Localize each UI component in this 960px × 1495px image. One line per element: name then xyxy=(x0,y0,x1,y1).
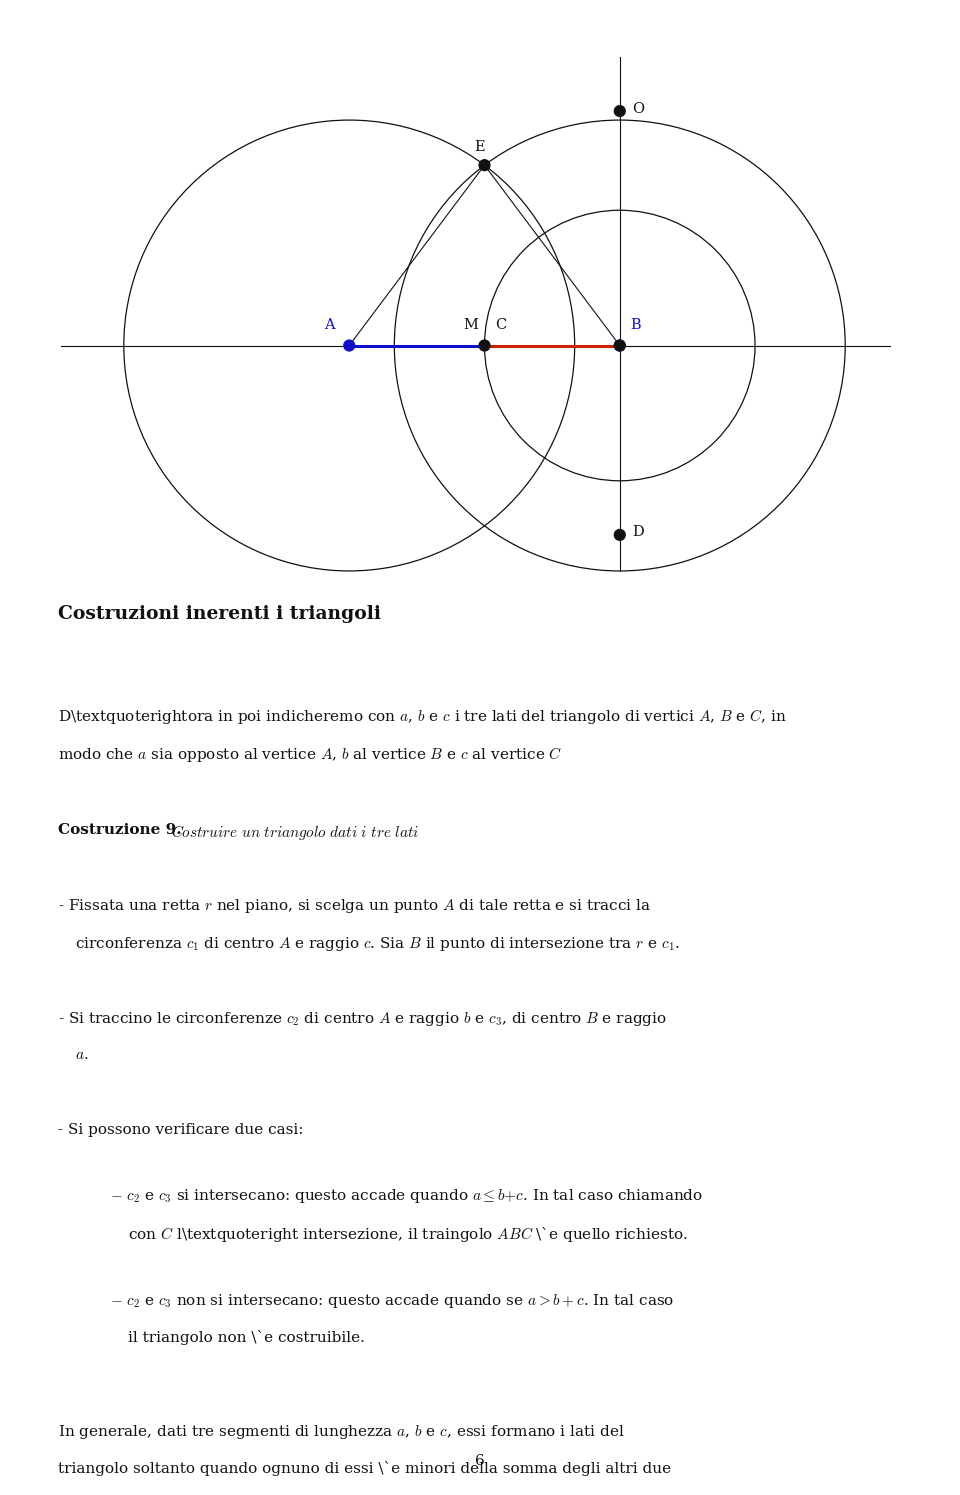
Text: con $C$ l\textquoteright intersezione, il traingolo $ABC$ \`e quello richiesto.: con $C$ l\textquoteright intersezione, i… xyxy=(128,1224,687,1244)
Text: $a$.: $a$. xyxy=(75,1048,88,1061)
Circle shape xyxy=(479,339,490,351)
Text: B: B xyxy=(631,318,641,332)
Text: $-$ $c_2$ e $c_3$ non si intersecano: questo accade quando se $a > b + c$. In ta: $-$ $c_2$ e $c_3$ non si intersecano: qu… xyxy=(110,1292,675,1310)
Text: il triangolo non \`e costruibile.: il triangolo non \`e costruibile. xyxy=(128,1331,365,1346)
Text: O: O xyxy=(632,102,644,115)
Circle shape xyxy=(344,339,354,351)
Text: modo che $a$ sia opposto al vertice $A$, $b$ al vertice $B$ e $c$ al vertice $C$: modo che $a$ sia opposto al vertice $A$,… xyxy=(58,745,562,764)
Circle shape xyxy=(614,339,625,351)
Text: C: C xyxy=(495,318,506,332)
Text: In generale, dati tre segmenti di lunghezza $a$, $b$ e $c$, essi formano i lati : In generale, dati tre segmenti di lunghe… xyxy=(58,1423,624,1441)
Text: Costruzioni inerenti i triangoli: Costruzioni inerenti i triangoli xyxy=(58,605,380,623)
Circle shape xyxy=(614,339,625,351)
Text: D\textquoterightora in poi indicheremo con $a$, $b$ e $c$ i tre lati del triango: D\textquoterightora in poi indicheremo c… xyxy=(58,707,786,727)
Text: 6: 6 xyxy=(475,1455,485,1468)
Text: - Si traccino le circonferenze $c_2$ di centro $A$ e raggio $b$ e $c_3$, di cent: - Si traccino le circonferenze $c_2$ di … xyxy=(58,1011,666,1029)
Text: circonferenza $c_1$ di centro $A$ e raggio $c$. Sia $B$ il punto di intersezione: circonferenza $c_1$ di centro $A$ e ragg… xyxy=(75,936,680,954)
Text: E: E xyxy=(474,141,486,154)
Circle shape xyxy=(614,529,625,540)
Text: triangolo soltanto quando ognuno di essi \`e minori della somma degli altri due: triangolo soltanto quando ognuno di essi… xyxy=(58,1461,671,1476)
Text: D: D xyxy=(632,525,644,540)
Text: - Si possono verificare due casi:: - Si possono verificare due casi: xyxy=(58,1123,303,1136)
Text: - Fissata una retta $r$ nel piano, si scelga un punto $A$ di tale retta e si tra: - Fissata una retta $r$ nel piano, si sc… xyxy=(58,897,651,915)
Text: $\it{Costruire\ un\ triangolo\ dati\ i\ tre\ lati}$: $\it{Costruire\ un\ triangolo\ dati\ i\ … xyxy=(171,822,420,842)
Text: $-$ $c_2$ e $c_3$ si intersecano: questo accade quando $a \leq b{+}c$. In tal ca: $-$ $c_2$ e $c_3$ si intersecano: questo… xyxy=(110,1187,704,1205)
Text: M: M xyxy=(464,318,478,332)
Text: A: A xyxy=(324,318,335,332)
Circle shape xyxy=(479,160,490,170)
Text: Costruzione 9.: Costruzione 9. xyxy=(58,822,181,837)
Circle shape xyxy=(614,106,625,117)
